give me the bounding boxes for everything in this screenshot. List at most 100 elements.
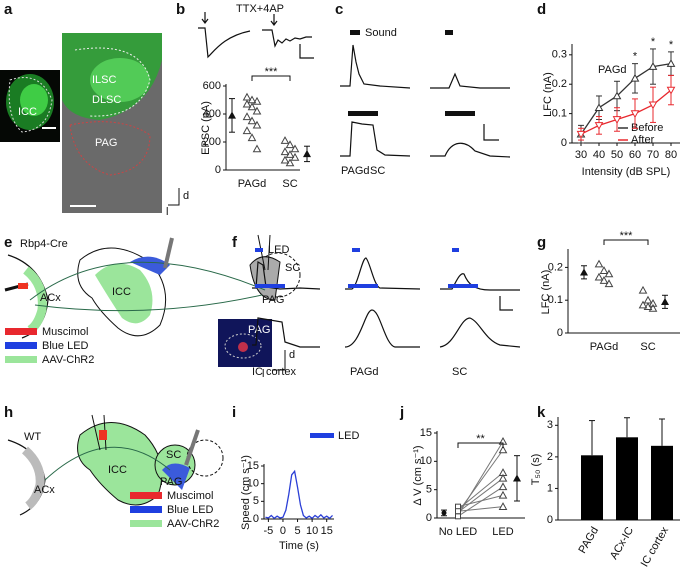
- data-point: [638, 300, 648, 309]
- pair-line: [457, 477, 504, 513]
- y-tick-label: 0: [215, 164, 221, 176]
- data-point: [604, 269, 614, 278]
- y-tick-label: 15: [420, 427, 432, 439]
- mean-marker: [580, 268, 588, 276]
- circuit-diagram: [4, 234, 301, 371]
- data-point: [648, 298, 658, 307]
- mean-marker: [228, 111, 236, 119]
- y-axis-label: Speed (cm s⁻¹): [240, 455, 252, 530]
- y-tick-label: 0.1: [552, 108, 567, 120]
- pair-line: [457, 449, 504, 513]
- data-point: [666, 86, 676, 95]
- data-point: [285, 158, 295, 167]
- data-point: [630, 110, 640, 119]
- data-point: [594, 272, 604, 281]
- y-axis-label: Δ V (cm s⁻¹): [412, 445, 424, 505]
- y-tick-label: 600: [203, 80, 221, 92]
- data-point: [648, 303, 658, 312]
- data-point: [242, 126, 252, 135]
- region-label: SC: [452, 366, 467, 378]
- annotation: *: [633, 51, 638, 63]
- y-tick-label: 2: [547, 451, 553, 463]
- y-tick-label: 0.3: [552, 49, 567, 61]
- data-point: [576, 130, 586, 139]
- y-tick-label: 1: [547, 482, 553, 494]
- axis-label: d: [183, 190, 189, 202]
- x-tick-label: ACx-IC: [608, 525, 636, 562]
- data-point: [648, 101, 658, 110]
- y-tick-label: 0: [426, 512, 432, 524]
- panel-letter: i: [232, 404, 236, 421]
- data-point: [242, 92, 252, 101]
- x-tick-label: 30: [575, 149, 587, 161]
- data-point: [455, 513, 461, 520]
- data-point: [280, 147, 290, 156]
- significance-bracket: [457, 442, 504, 448]
- y-tick-label: 0.2: [548, 261, 563, 273]
- x-tick-label: 15: [321, 525, 333, 537]
- data-point: [455, 508, 461, 515]
- data-point: [247, 116, 257, 125]
- data-point: [252, 96, 262, 105]
- y-axis-label: LFC (nA): [540, 270, 552, 315]
- data-point: [247, 133, 257, 142]
- x-tick-label: 50: [611, 149, 623, 161]
- significance-bracket: [251, 75, 291, 81]
- region-label: SC: [166, 449, 181, 461]
- micrograph: [0, 33, 180, 213]
- axis-label: l: [262, 368, 264, 380]
- mean-marker: [303, 149, 311, 158]
- region-label: ILSC: [92, 74, 117, 86]
- panel-letter: b: [176, 1, 185, 18]
- y-tick-label: 0.1: [548, 294, 563, 306]
- stimulus-label: LED: [268, 244, 289, 256]
- legend-label: Blue LED: [167, 504, 214, 516]
- x-tick-label: 60: [629, 149, 641, 161]
- x-tick-label: IC cortex: [639, 525, 672, 570]
- data-point: [252, 106, 262, 115]
- data-point: [612, 116, 622, 125]
- data-point: [638, 285, 648, 294]
- sound-traces: [340, 30, 511, 158]
- significance-bracket: [603, 239, 649, 245]
- x-tick-label: PAGd: [576, 525, 601, 556]
- x-tick-label: PAGd: [238, 178, 267, 190]
- panel-letter: j: [399, 404, 404, 421]
- region-label: ACx: [40, 292, 61, 304]
- stimulus-label: LED: [338, 430, 359, 442]
- panel-letter: c: [335, 1, 343, 18]
- region-label: ACx: [34, 484, 55, 496]
- circuit-diagram: [7, 414, 224, 527]
- y-tick-label: 3: [547, 419, 553, 431]
- x-tick-label: SC: [640, 341, 655, 353]
- mouse-label: Rbp4-Cre: [20, 238, 68, 250]
- region-label: PAGd: [341, 165, 370, 177]
- mean-marker: [513, 474, 521, 482]
- x-tick-label: 70: [647, 149, 659, 161]
- legend-label: Muscimol: [167, 490, 213, 502]
- data-point: [612, 91, 622, 100]
- y-tick-label: 5: [426, 484, 432, 496]
- data-point: [498, 490, 508, 499]
- x-tick-label: PAGd: [590, 341, 619, 353]
- mouse-label: WT: [24, 431, 41, 443]
- data-point: [498, 502, 508, 510]
- y-axis-label: LFC (nA): [542, 72, 554, 117]
- panel-letter: e: [4, 234, 12, 251]
- significance-label: ***: [265, 66, 279, 78]
- series-line: [265, 469, 333, 520]
- data-point: [498, 473, 508, 482]
- pair-line: [457, 486, 504, 517]
- region-label: ICC: [108, 464, 127, 476]
- y-axis-label: EPSC (pA): [200, 101, 212, 155]
- annotation: *: [651, 36, 656, 48]
- data-point: [630, 73, 640, 82]
- panel-letter: h: [4, 404, 13, 421]
- data-point: [252, 120, 262, 129]
- x-tick-label: LED: [492, 526, 513, 538]
- region-label: PAG: [262, 294, 284, 306]
- panel-letter: k: [537, 404, 546, 421]
- led-traces: [252, 248, 521, 348]
- data-point: [498, 482, 508, 491]
